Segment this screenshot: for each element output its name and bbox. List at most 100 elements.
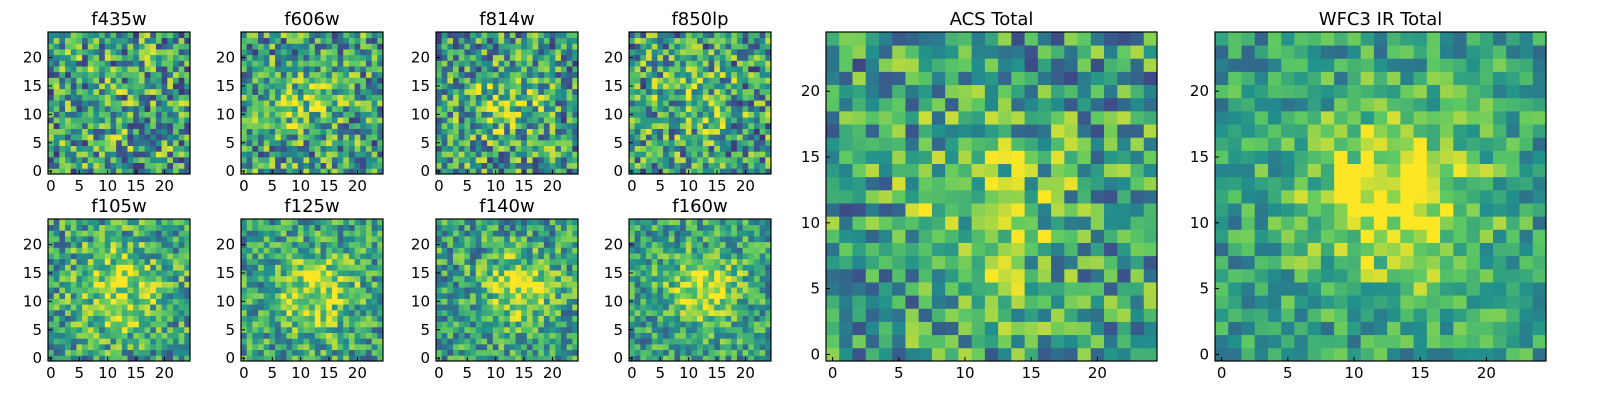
heatmap-cell: [657, 139, 664, 146]
heatmap-cell: [668, 66, 675, 73]
heatmap-cell: [76, 298, 83, 305]
heatmap-cell: [504, 241, 511, 248]
heatmap-cell: [178, 117, 185, 124]
heatmap-cell: [121, 247, 128, 254]
heatmap-cell: [492, 315, 499, 322]
heatmap-cell: [167, 304, 174, 311]
heatmap-cell: [629, 145, 636, 152]
heatmap-cell: [532, 332, 539, 339]
heatmap-cell: [521, 247, 528, 254]
heatmap-cell: [331, 71, 338, 78]
heatmap-cell: [555, 219, 562, 226]
heatmap-cell: [309, 304, 316, 311]
heatmap-cell: [354, 151, 361, 158]
heatmap-cell: [354, 156, 361, 164]
heatmap-cell: [76, 105, 83, 112]
heatmap-cell: [150, 156, 157, 164]
heatmap-cell: [133, 309, 140, 316]
heatmap-cell: [759, 315, 766, 322]
heatmap-cell: [674, 49, 681, 56]
heatmap-cell: [104, 54, 111, 61]
heatmap-cell: [549, 287, 556, 294]
heatmap-cell: [714, 264, 721, 271]
heatmap-cell: [691, 349, 698, 356]
heatmap-cell: [447, 304, 454, 311]
heatmap-cell: [320, 37, 327, 44]
heatmap-cell: [481, 321, 488, 328]
heatmap-cell: [53, 315, 60, 322]
heatmap-cell: [178, 66, 185, 73]
heatmap-cell: [99, 338, 106, 345]
heatmap-cell: [104, 298, 111, 305]
heatmap-cell: [104, 287, 111, 294]
heatmap-cell: [742, 128, 749, 135]
heatmap-cell: [275, 338, 282, 345]
heatmap-cell: [481, 32, 488, 39]
heatmap-cell: [708, 275, 715, 282]
heatmap-cell: [549, 43, 556, 50]
heatmap-cell: [697, 88, 704, 95]
heatmap-cell: [371, 122, 378, 129]
heatmap-cell: [663, 326, 670, 333]
heatmap-cell: [127, 292, 134, 299]
heatmap-cell: [82, 281, 89, 288]
heatmap-cell: [275, 253, 282, 260]
heatmap-cell: [685, 321, 692, 328]
heatmap-cell: [65, 151, 72, 158]
heatmap-cell: [697, 145, 704, 152]
heatmap-cell: [532, 156, 539, 164]
heatmap-cell: [314, 83, 321, 90]
heatmap-cell: [441, 275, 448, 282]
heatmap-cell: [70, 355, 77, 362]
heatmap-cell: [708, 94, 715, 101]
heatmap-cell: [263, 128, 270, 135]
heatmap-cell: [515, 37, 522, 44]
heatmap-cell: [133, 241, 140, 248]
heatmap-cell: [725, 66, 732, 73]
heatmap-cell: [572, 71, 579, 78]
heatmap-cell: [538, 309, 545, 316]
heatmap-cell: [275, 292, 282, 299]
heatmap-cell: [481, 162, 488, 169]
heatmap-cell: [572, 315, 579, 322]
heatmap-cell: [708, 105, 715, 112]
heatmap-cell: [93, 111, 100, 118]
heatmap-cell: [286, 236, 293, 243]
heatmap-cell: [87, 168, 94, 175]
heatmap-cell: [252, 281, 259, 288]
heatmap-cell: [82, 264, 89, 271]
heatmap-cell: [634, 275, 641, 282]
heatmap-cell: [691, 134, 698, 141]
y-tick-label: 10: [23, 105, 42, 123]
heatmap-cell: [532, 298, 539, 305]
heatmap-cell: [320, 122, 327, 129]
heatmap-cell: [70, 219, 77, 226]
heatmap-cell: [464, 134, 471, 141]
heatmap-cell: [360, 145, 367, 152]
heatmap-cell: [314, 326, 321, 333]
heatmap-cell: [155, 355, 162, 362]
heatmap-cell: [532, 287, 539, 294]
heatmap-cell: [680, 117, 687, 124]
heatmap-cell: [172, 309, 180, 316]
heatmap-cell: [167, 338, 174, 345]
heatmap-cell: [668, 145, 675, 152]
heatmap-cell: [133, 156, 140, 164]
heatmap-cell: [458, 338, 465, 345]
heatmap-cell: [70, 258, 77, 265]
heatmap-cell: [172, 270, 180, 277]
heatmap-cell: [371, 145, 378, 152]
heatmap-cell: [685, 145, 692, 152]
heatmap-cell: [93, 88, 100, 95]
heatmap-cell: [470, 168, 477, 175]
heatmap-cell: [742, 32, 749, 39]
heatmap-cell: [320, 270, 327, 277]
heatmap-cell: [246, 275, 253, 282]
heatmap-cell: [725, 151, 732, 158]
heatmap-cell: [178, 156, 185, 164]
heatmap-cell: [742, 117, 749, 124]
heatmap-cell: [275, 332, 282, 339]
heatmap-cell: [663, 168, 670, 175]
heatmap-cell: [498, 287, 505, 294]
